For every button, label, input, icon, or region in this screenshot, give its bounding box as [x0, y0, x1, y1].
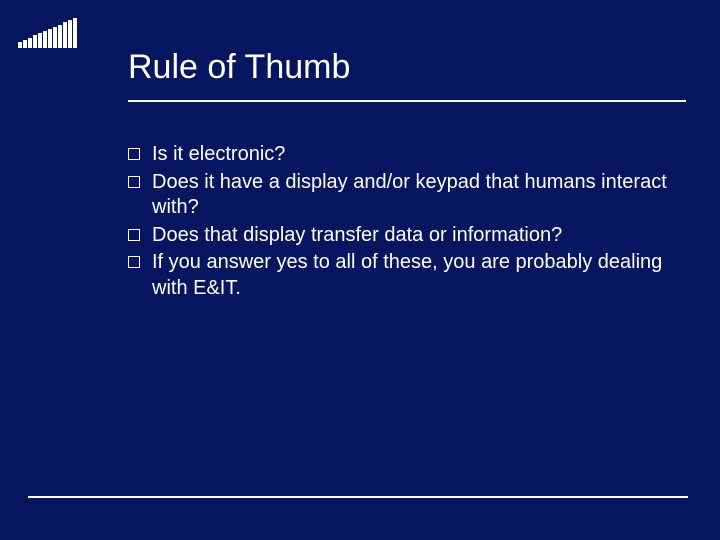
decoration-bars	[18, 18, 77, 48]
deco-bar	[28, 38, 32, 48]
deco-bar	[68, 20, 72, 48]
deco-bar	[18, 42, 22, 48]
bullet-text: Is it electronic?	[152, 142, 285, 168]
deco-bar	[63, 22, 67, 48]
deco-bar	[23, 40, 27, 48]
deco-bar	[38, 33, 42, 48]
deco-bar	[43, 31, 47, 48]
bullet-item: Does that display transfer data or infor…	[128, 223, 680, 249]
deco-bar	[53, 27, 57, 48]
slide-title: Rule of Thumb	[128, 48, 350, 87]
bullet-item: If you answer yes to all of these, you a…	[128, 250, 680, 301]
bullet-list: Is it electronic?Does it have a display …	[128, 142, 680, 304]
deco-bar	[33, 35, 37, 48]
checkbox-icon	[128, 176, 140, 188]
bullet-text: Does that display transfer data or infor…	[152, 223, 562, 249]
deco-bar	[48, 29, 52, 48]
bullet-text: Does it have a display and/or keypad tha…	[152, 170, 680, 221]
bullet-item: Is it electronic?	[128, 142, 680, 168]
deco-bar	[58, 25, 62, 48]
bullet-item: Does it have a display and/or keypad tha…	[128, 170, 680, 221]
bullet-text: If you answer yes to all of these, you a…	[152, 250, 680, 301]
checkbox-icon	[128, 148, 140, 160]
checkbox-icon	[128, 229, 140, 241]
slide: Rule of Thumb Is it electronic?Does it h…	[0, 0, 720, 540]
deco-bar	[73, 18, 77, 48]
footer-underline	[28, 496, 688, 498]
title-underline	[128, 100, 686, 102]
checkbox-icon	[128, 256, 140, 268]
